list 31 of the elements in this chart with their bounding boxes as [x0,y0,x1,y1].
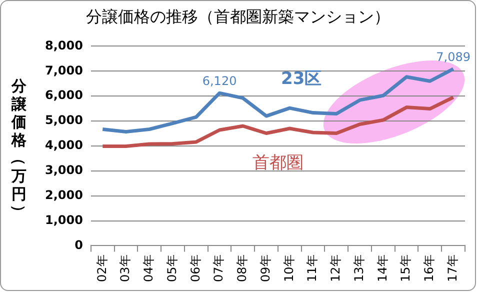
x-tick-label: 07年 [212,254,226,282]
x-tick-label: 10年 [282,254,296,282]
y-tick-label: 5,000 [44,113,83,128]
y-tick-label: 6,000 [44,88,83,102]
x-tick-label: 03年 [118,254,132,282]
data-label: 7,089 [436,50,470,64]
x-tick-label: 15年 [398,254,413,282]
x-tick-label: 16年 [422,254,436,282]
y-tick-label: 2,000 [44,188,83,202]
series-label: 首都圏 [252,153,304,174]
y-tick-label: 4,000 [44,138,83,152]
y-tick-label: 7,000 [44,63,83,78]
x-tick-label: 12年 [328,254,343,282]
data-label: 6,120 [202,74,237,88]
y-tick-label: 8,000 [44,38,83,52]
x-tick-label: 14年 [375,254,390,282]
x-tick-label: 11年 [305,254,320,282]
x-tick-label: 17年 [445,254,460,282]
y-axis-title: 分譲価格（万円） [9,77,29,222]
chart-title: 分譲価格の推移（首都圏新築マンション） [85,7,391,28]
x-tick-label: 04年 [142,254,156,282]
x-tick-label: 02年 [94,254,109,282]
y-tick-label: 0 [74,238,83,252]
x-tick-label: 08年 [235,254,250,282]
x-tick-label: 09年 [258,254,272,282]
x-tick-label: 13年 [352,254,366,282]
y-tick-label: 3,000 [44,163,83,178]
x-tick-label: 05年 [164,254,179,282]
y-tick-label: 1,000 [44,212,83,227]
series-label: 23区 [281,68,322,89]
x-tick-label: 06年 [188,254,202,282]
